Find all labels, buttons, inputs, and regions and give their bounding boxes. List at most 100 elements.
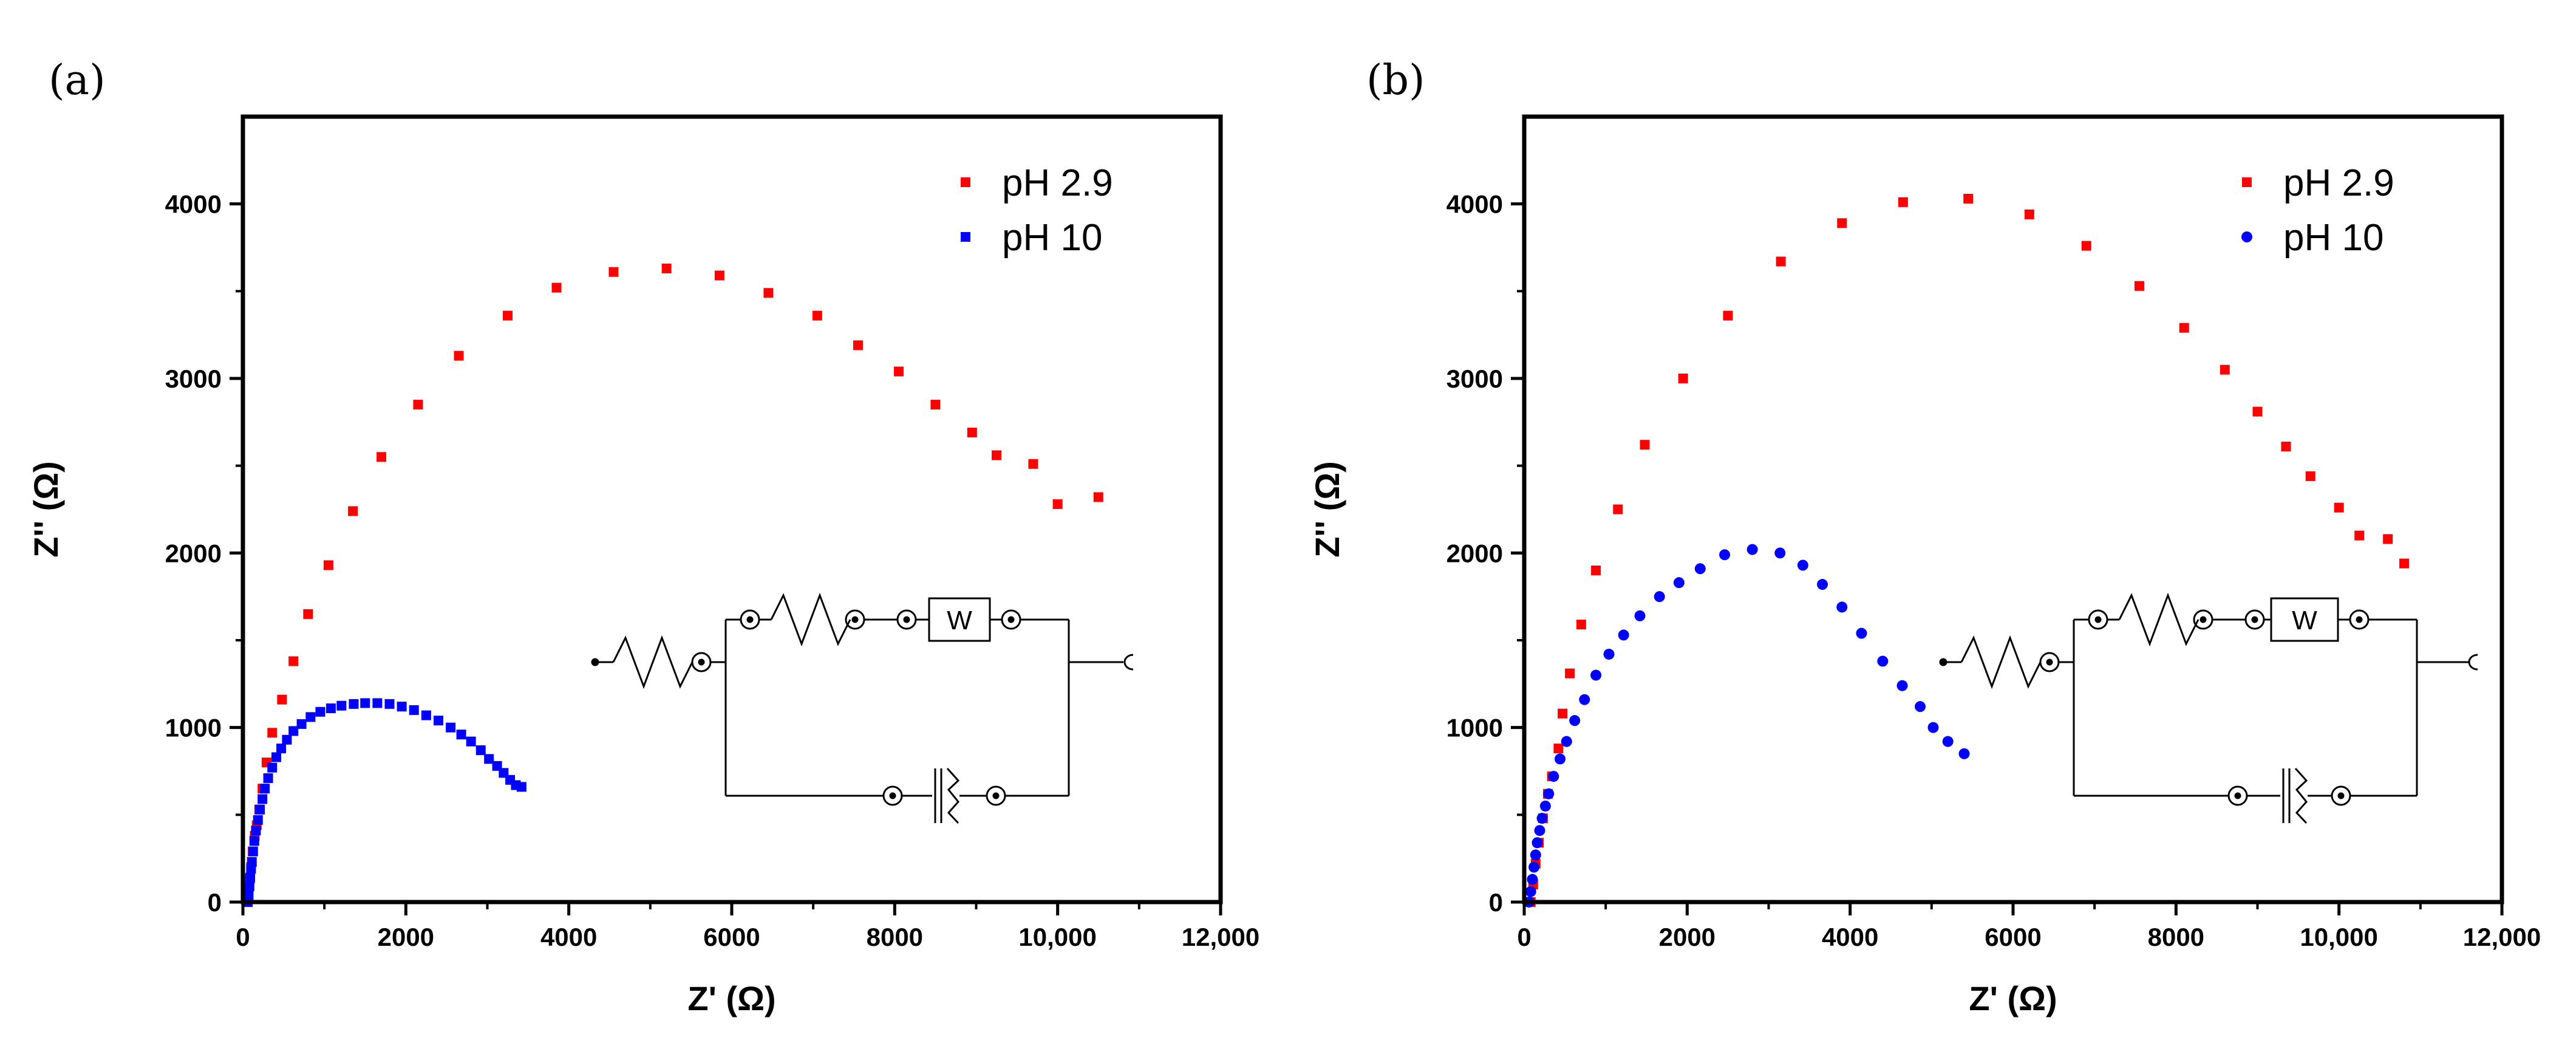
data-point: [894, 366, 904, 377]
circuit-terminal-left: [1939, 658, 1947, 666]
data-point: [1576, 620, 1586, 630]
data-point: [1536, 813, 1548, 824]
data-point: [1603, 648, 1615, 660]
panel-label-a: (a): [49, 56, 106, 104]
data-point: [454, 350, 464, 361]
data-point: [434, 716, 443, 726]
x-axis-title: Z' (Ω): [1969, 979, 2057, 1017]
y-tick-label: 3000: [1446, 364, 1503, 393]
data-point: [2334, 502, 2344, 513]
data-point: [466, 736, 476, 747]
data-point: [296, 719, 307, 729]
data-point: [1528, 861, 1540, 873]
data-point: [1532, 837, 1543, 849]
data-point: [303, 609, 313, 619]
data-point: [992, 450, 1002, 460]
x-axis-title: Z' (Ω): [687, 979, 775, 1017]
data-point: [1534, 825, 1545, 836]
circuit-terminal-right: [2468, 654, 2478, 671]
data-point: [1618, 629, 1629, 641]
y-tick-label: 2000: [165, 539, 222, 567]
x-tick-label: 12,000: [2463, 923, 2541, 951]
data-point: [288, 656, 299, 666]
resistor-zigzag: [612, 635, 693, 689]
cpe-zigzag: [2294, 767, 2308, 824]
data-point: [248, 846, 258, 857]
chart-panel-b: (b): [1308, 56, 2541, 1017]
data-point: [244, 881, 254, 892]
data-point: [348, 506, 358, 516]
data-point: [260, 784, 270, 794]
equivalent-circuit-inset-a: [591, 592, 1134, 824]
data-point: [1634, 610, 1646, 621]
legend-marker: [961, 177, 970, 187]
data-point: [2134, 281, 2144, 291]
legend-marker: [2241, 231, 2252, 242]
data-point: [276, 744, 287, 754]
data-point: [661, 263, 672, 273]
data-point: [853, 340, 863, 350]
data-point: [377, 452, 387, 462]
data-point: [763, 288, 774, 298]
data-point: [360, 698, 370, 708]
warburg-label-a: W: [947, 606, 972, 635]
x-tick-label: 0: [236, 923, 250, 951]
circuit-terminal-left: [591, 658, 599, 666]
data-point: [930, 400, 941, 410]
data-point: [1719, 549, 1731, 561]
resistor-zigzag: [2118, 592, 2199, 647]
data-point: [2252, 406, 2263, 417]
data-point: [1836, 601, 1848, 613]
data-point: [325, 703, 336, 714]
data-point: [1774, 547, 1786, 559]
data-point: [1776, 256, 1786, 267]
x-tick-label: 6000: [703, 923, 760, 951]
data-point: [714, 270, 724, 281]
y-tick-label: 3000: [165, 364, 222, 393]
data-point: [1673, 577, 1685, 589]
warburg-label-b: W: [2292, 606, 2317, 635]
data-point: [267, 728, 278, 738]
data-point: [1896, 680, 1908, 691]
data-point: [247, 857, 257, 867]
data-point: [245, 872, 256, 883]
data-point: [1837, 218, 1847, 228]
data-point: [1590, 669, 1602, 681]
equivalent-circuit-inset-b: [1939, 592, 2478, 824]
data-point: [2281, 442, 2291, 452]
data-point: [397, 702, 407, 712]
data-point: [1548, 771, 1559, 782]
data-point: [282, 734, 292, 745]
data-point: [336, 700, 347, 711]
data-point: [1555, 753, 1566, 765]
data-point: [249, 836, 259, 846]
legend-entry: pH 10: [1002, 217, 1102, 259]
data-point: [1817, 579, 1828, 590]
axes-a: 0 2000 4000 6000 8000 10,000 12,000 0 1000 2000 30…: [27, 114, 1259, 1017]
data-point: [1797, 559, 1808, 571]
data-point: [608, 267, 619, 277]
data-point: [1942, 736, 1954, 747]
data-point: [475, 745, 486, 756]
legend-entry: pH 2.9: [2283, 162, 2394, 204]
data-point: [1543, 788, 1555, 799]
data-point: [812, 310, 822, 321]
y-tick-label: 4000: [165, 190, 222, 219]
x-tick-label: 8000: [2148, 923, 2204, 951]
legend-entry: pH 2.9: [1002, 162, 1113, 204]
x-tick-label: 4000: [1822, 923, 1878, 951]
data-point: [516, 782, 526, 792]
y-tick-label: 1000: [1446, 714, 1503, 742]
resistor-zigzag: [1960, 635, 2042, 689]
data-point: [1877, 655, 1889, 667]
data-point: [1591, 566, 1601, 576]
panel-label-b: (b): [1366, 56, 1425, 104]
data-series-group-b: [1524, 194, 2409, 908]
legend-marker: [2242, 177, 2252, 187]
data-point: [277, 694, 287, 705]
data-point: [323, 560, 333, 570]
x-tick-label: 4000: [540, 923, 597, 951]
x-tick-label: 8000: [867, 923, 923, 951]
y-tick-label: 0: [1489, 888, 1503, 917]
